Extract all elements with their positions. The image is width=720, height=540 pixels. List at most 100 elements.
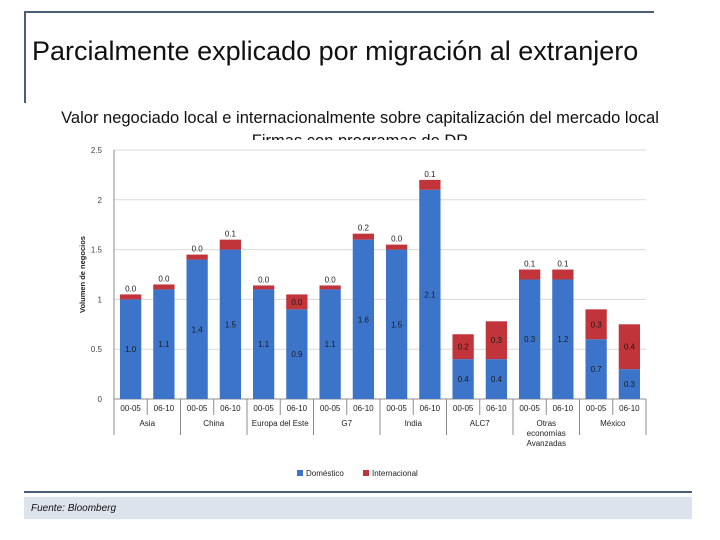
data-label-international: 0.0	[158, 274, 170, 283]
slide-frame-left	[24, 11, 26, 103]
x-tick-label: 00-05	[386, 404, 407, 413]
y-tick-label: 1	[98, 295, 103, 304]
chart-subtitle-line1: Valor negociado local e internacionalmen…	[61, 109, 659, 127]
data-label-domestic: 1.5	[391, 320, 403, 329]
data-label-international: 0.1	[225, 230, 237, 239]
data-label-international: 0.0	[391, 235, 403, 244]
x-tick-label: 06-10	[154, 404, 175, 413]
bar-domestic	[518, 279, 541, 399]
source-note: Fuente: Bloomberg	[31, 503, 117, 514]
bar-domestic	[186, 259, 208, 399]
data-label-international: 0.0	[325, 275, 337, 284]
x-group-label: Avanzadas	[527, 439, 566, 448]
data-label-domestic: 1.1	[158, 340, 170, 349]
x-tick-label: 00-05	[519, 404, 540, 413]
y-tick-label: 0	[98, 395, 103, 404]
data-label-international: 0.2	[458, 343, 470, 352]
x-tick-label: 06-10	[619, 404, 640, 413]
data-label-international: 0.1	[524, 260, 536, 269]
x-group-label: Asia	[139, 419, 155, 428]
footer-rule	[24, 491, 692, 493]
x-group-label: ALC7	[470, 419, 491, 428]
bar-domestic	[419, 189, 441, 399]
bar-domestic	[219, 249, 242, 399]
bar-domestic	[252, 289, 275, 399]
legend-label: Doméstico	[306, 469, 344, 478]
bar-domestic	[119, 299, 142, 399]
bar-international	[219, 239, 242, 250]
data-label-domestic: 1.6	[358, 315, 370, 324]
bar-domestic	[153, 289, 175, 399]
x-group-label: China	[203, 419, 224, 428]
x-group-label: India	[405, 419, 423, 428]
bar-international	[552, 269, 574, 280]
y-tick-label: 0.5	[91, 345, 103, 354]
slide-title: Parcialmente explicado por migración al …	[32, 36, 639, 66]
bar-international	[319, 285, 341, 290]
bar-international	[452, 334, 474, 360]
bar-international	[618, 324, 641, 370]
data-label-international: 0.1	[557, 260, 569, 269]
x-tick-label: 00-05	[320, 404, 341, 413]
bar-domestic	[352, 239, 375, 399]
data-label-domestic: 1.1	[325, 340, 337, 349]
y-tick-label: 2	[98, 196, 103, 205]
data-label-international: 0.0	[291, 298, 303, 307]
data-label-domestic: 0.9	[291, 350, 303, 359]
data-label-domestic: 0.7	[591, 365, 603, 374]
bar-international	[419, 179, 441, 190]
data-label-international: 0.3	[591, 320, 603, 329]
data-label-domestic: 1.4	[192, 325, 204, 334]
data-label-domestic: 1.5	[225, 320, 237, 329]
x-tick-label: 06-10	[220, 404, 241, 413]
x-group-label: G7	[341, 419, 352, 428]
bar-international	[385, 244, 408, 250]
bar-international	[252, 285, 275, 290]
x-group-label: Otras	[536, 419, 556, 428]
x-tick-label: 00-05	[120, 404, 141, 413]
data-label-international: 0.0	[192, 245, 204, 254]
data-label-domestic: 0.3	[624, 380, 636, 389]
x-tick-label: 00-05	[586, 404, 607, 413]
x-tick-label: 06-10	[287, 404, 308, 413]
data-label-international: 0.4	[624, 343, 636, 352]
bar-international	[119, 294, 142, 300]
y-tick-label: 1.5	[91, 246, 103, 255]
x-tick-label: 00-05	[453, 404, 474, 413]
data-label-international: 0.1	[424, 170, 436, 179]
data-label-domestic: 0.4	[458, 375, 470, 384]
bar-international	[153, 284, 175, 290]
bar-domestic	[618, 369, 641, 399]
x-tick-label: 00-05	[187, 404, 208, 413]
bar-domestic	[485, 359, 508, 399]
data-label-international: 0.0	[258, 275, 270, 284]
data-label-international: 0.2	[358, 224, 370, 233]
data-label-domestic: 1.0	[125, 345, 137, 354]
footer-bar	[24, 497, 692, 519]
slide-frame-top	[24, 11, 654, 13]
data-label-domestic: 1.1	[258, 340, 270, 349]
bar-international	[585, 309, 607, 340]
data-label-domestic: 2.1	[424, 290, 436, 299]
data-label-domestic: 1.2	[557, 335, 569, 344]
x-group-label: economías	[527, 429, 566, 438]
x-group-label: México	[600, 419, 626, 428]
legend-swatch	[297, 470, 303, 476]
legend-label: Internacional	[372, 469, 418, 478]
x-group-label: Europa del Este	[252, 419, 309, 428]
bar-international	[485, 321, 508, 360]
bar-domestic	[385, 249, 408, 399]
x-tick-label: 06-10	[486, 404, 507, 413]
stacked-bar-chart: 0 0.5 1 1.5 2 2.5 Volumen de negocios 1.0 0.0 00-…	[78, 146, 647, 478]
bar-domestic	[585, 339, 607, 399]
data-label-domestic: 0.4	[491, 375, 503, 384]
x-tick-label: 06-10	[420, 404, 441, 413]
bar-international	[286, 294, 308, 310]
x-tick-label: 06-10	[553, 404, 574, 413]
y-tick-label: 2.5	[91, 146, 103, 155]
chart-container: 0 0.5 1 1.5 2 2.5 Volumen de negocios 1.0 0.0 00-…	[70, 140, 652, 495]
bar-international	[186, 254, 208, 260]
x-tick-label: 06-10	[353, 404, 374, 413]
bar-international	[352, 233, 375, 240]
legend-swatch	[363, 470, 369, 476]
